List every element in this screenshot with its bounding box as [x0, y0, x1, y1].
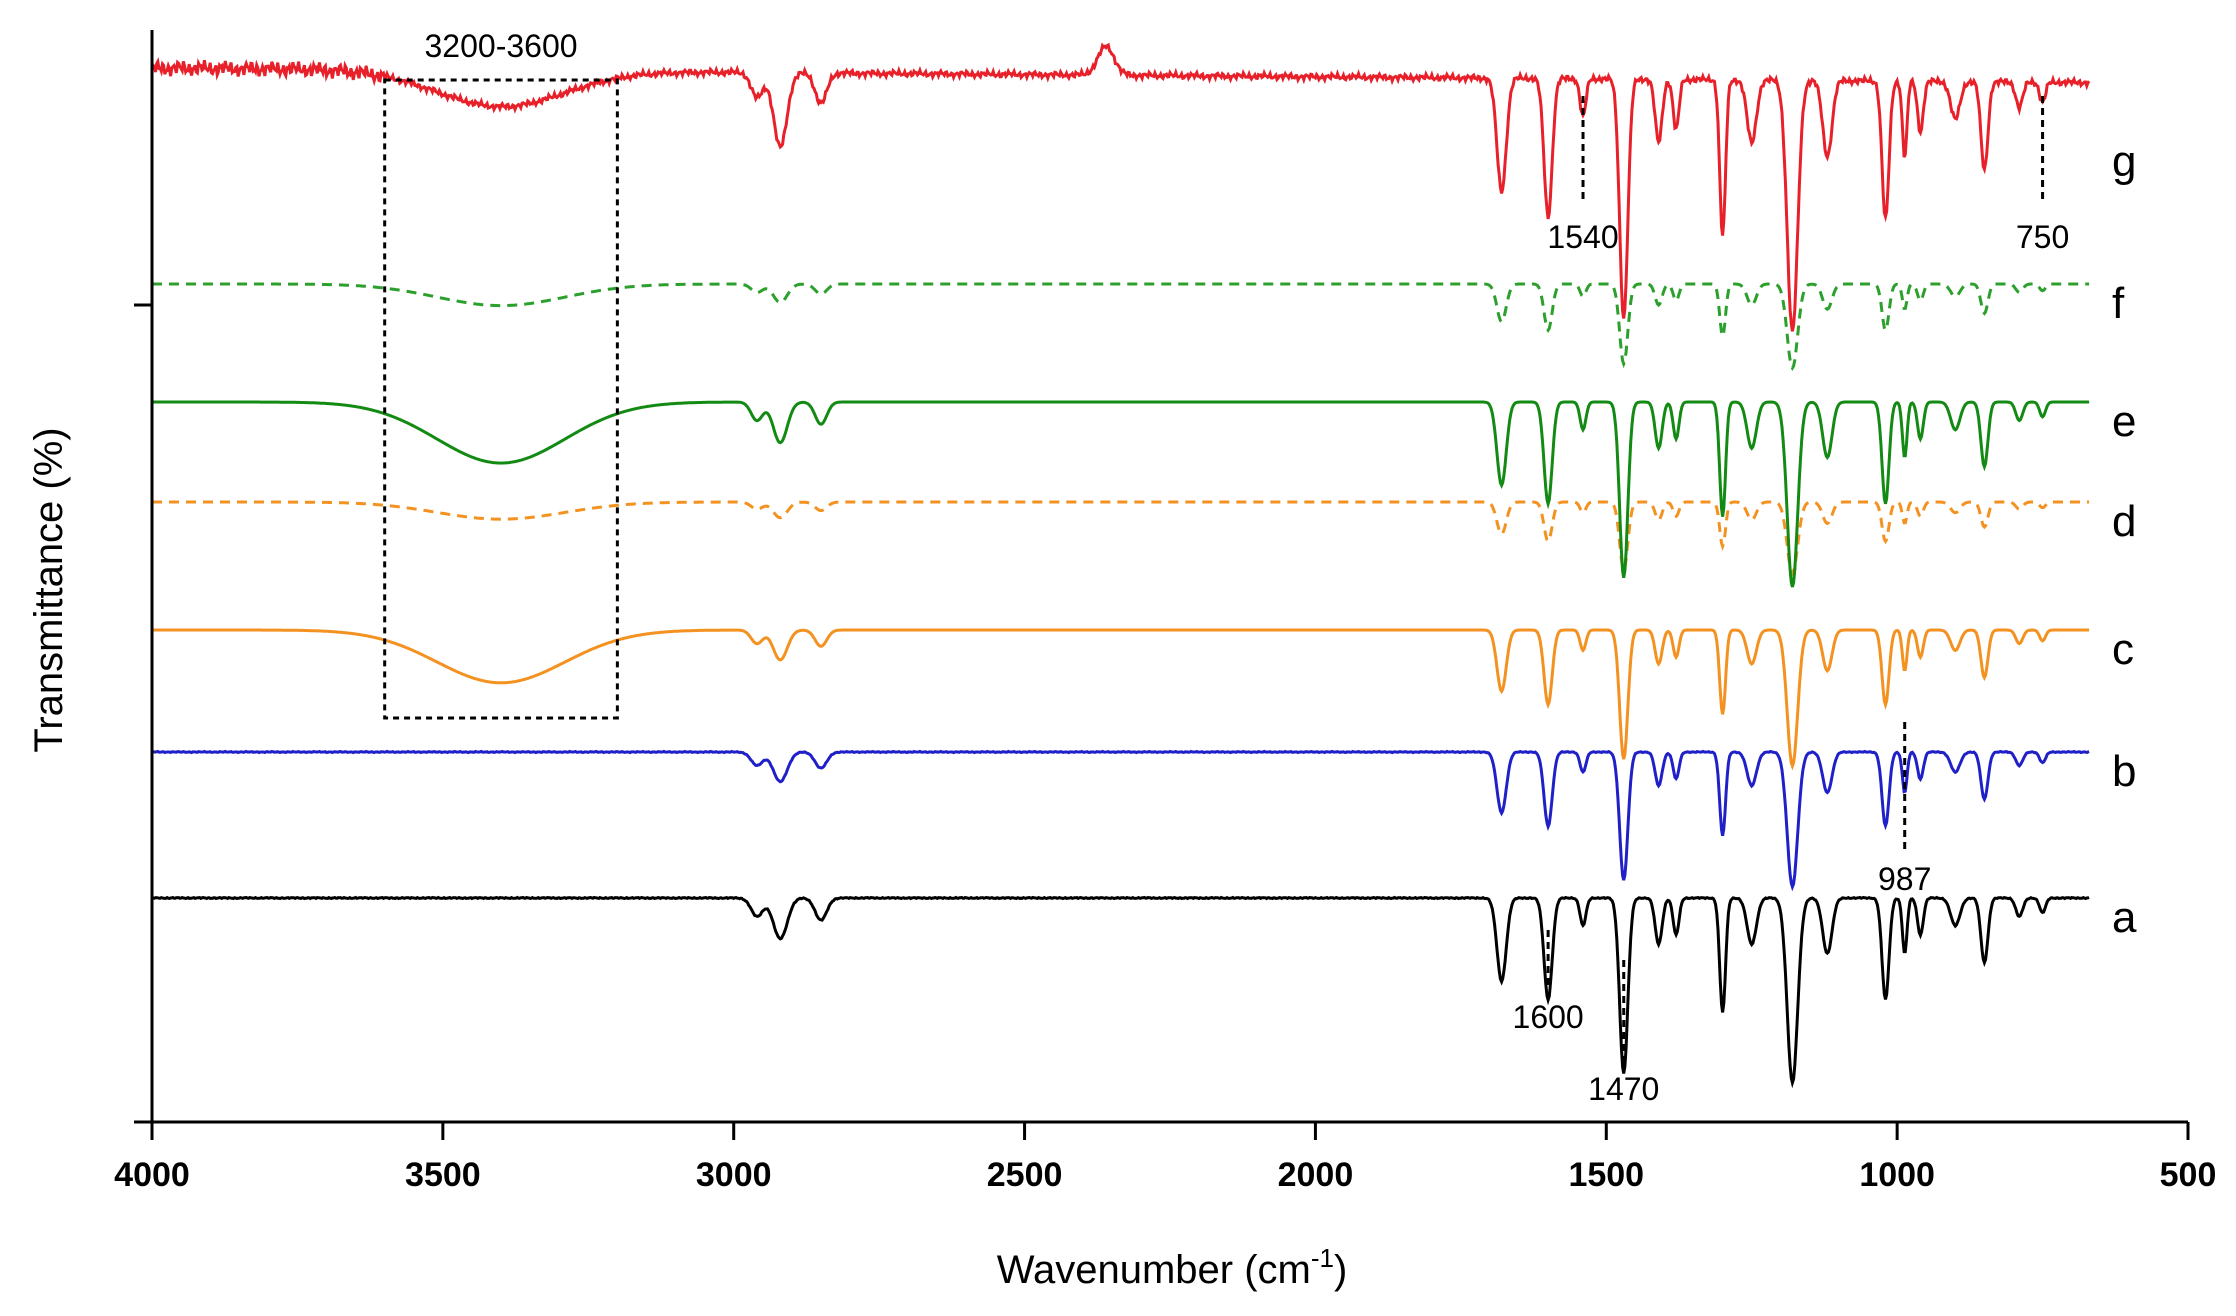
series-label-g: g — [2112, 137, 2136, 186]
y-axis-label: Transmittance (%) — [27, 427, 71, 752]
annotation-label: 987 — [1878, 861, 1931, 897]
x-tick-label: 3500 — [405, 1156, 481, 1194]
series-line-a — [151, 895, 2090, 1089]
x-axis-label: Wavenumber (cm-1) — [997, 1243, 1348, 1292]
series-label-f: f — [2112, 279, 2125, 328]
x-axis-label-close: ) — [1334, 1248, 1347, 1292]
annotation-label: 1470 — [1588, 1071, 1659, 1107]
x-tick-label: 4000 — [114, 1156, 190, 1194]
series-label-c: c — [2112, 625, 2134, 674]
x-tick-label: 1500 — [1568, 1156, 1644, 1194]
x-tick-label: 2000 — [1278, 1156, 1354, 1194]
series-label-d: d — [2112, 497, 2136, 546]
series-line-c — [152, 628, 2090, 771]
x-tick-label: 500 — [2160, 1156, 2217, 1194]
x-tick-label: 1000 — [1859, 1156, 1935, 1194]
x-axis-label-main: Wavenumber (cm — [997, 1248, 1311, 1292]
x-ticks: 4000 3500 3000 2500 2000 1500 1000 500 — [114, 1122, 2216, 1194]
axes — [134, 30, 2188, 1124]
x-axis-label-superscript: -1 — [1311, 1243, 1334, 1273]
series-line-b — [151, 749, 2090, 892]
series-label-a: a — [2112, 893, 2137, 942]
series-line-d — [152, 500, 2090, 577]
series-line-f — [152, 282, 2090, 372]
annotation-label: 1600 — [1513, 999, 1584, 1035]
x-tick-label: 2500 — [987, 1156, 1063, 1194]
series-label-b: b — [2112, 747, 2136, 796]
highlight-box — [383, 78, 619, 720]
series-line-g — [150, 42, 2091, 332]
series-layer — [150, 42, 2091, 1089]
annotation-label: 1540 — [1547, 219, 1618, 255]
series-line-e — [152, 400, 2090, 588]
annotation-label: 750 — [2016, 219, 2069, 255]
x-tick-label: 3000 — [696, 1156, 772, 1194]
annotation-label: 3200-3600 — [425, 28, 578, 64]
series-label-e: e — [2112, 397, 2136, 446]
